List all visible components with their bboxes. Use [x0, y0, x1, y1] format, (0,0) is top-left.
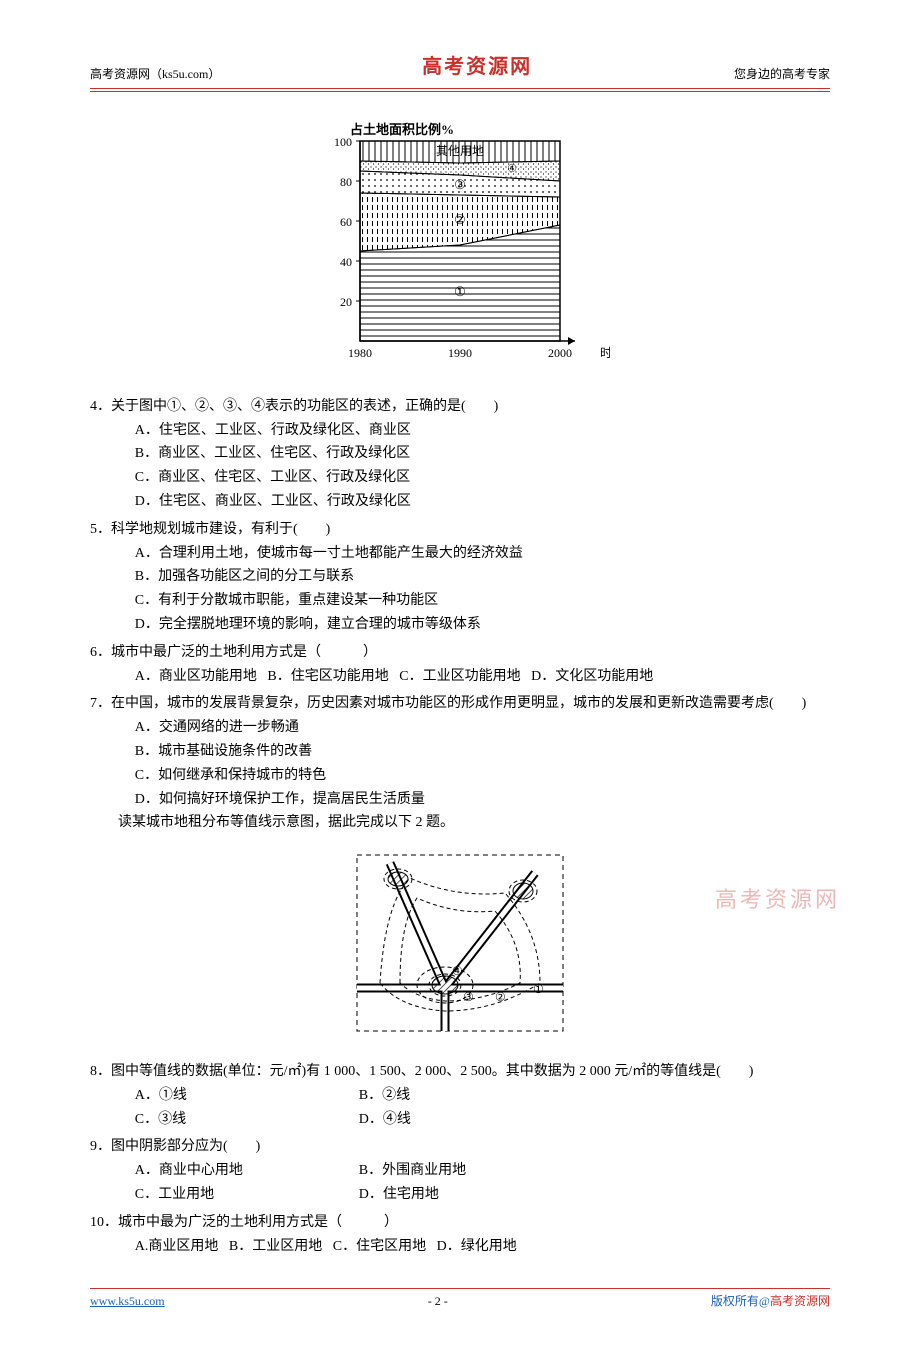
q7-opt-b[interactable]: B．城市基础设施条件的改善	[135, 740, 830, 764]
q10-opt-d[interactable]: D．绿化用地	[437, 1239, 517, 1254]
svg-text:40: 40	[340, 255, 352, 269]
q9-opt-c[interactable]: C．工业用地	[135, 1183, 359, 1207]
chart-title: 占土地面积比例%	[350, 122, 454, 137]
q6-opt-b[interactable]: B．住宅区功能用地	[267, 669, 388, 684]
passage-2: 读某城市地租分布等值线示意图，据此完成以下 2 题。	[90, 811, 830, 835]
q8-opt-a[interactable]: A．①线	[135, 1084, 359, 1108]
q10-opt-b[interactable]: B．工业区用地	[229, 1239, 322, 1254]
rent-contour-diagram: 高考资源网	[90, 843, 830, 1052]
q5-opt-b[interactable]: B．加强各功能区之间的分工与联系	[135, 565, 830, 589]
header-rule	[90, 88, 830, 92]
question-9: 9．图中阴影部分应为( ) A．商业中心用地B．外围商业用地 C．工业用地D．住…	[90, 1135, 830, 1206]
q4-opt-d[interactable]: D．住宅区、商业区、工业区、行政及绿化区	[135, 490, 830, 514]
q10-stem: 10．城市中最为广泛的土地利用方式是（ ）	[90, 1211, 830, 1235]
q8-opt-b[interactable]: B．②线	[359, 1084, 410, 1108]
svg-text:④: ④	[507, 163, 517, 175]
question-7: 7．在中国，城市的发展背景复杂，历史因素对城市功能区的形成作用更明显，城市的发展…	[90, 692, 830, 811]
q5-opt-c[interactable]: C．有利于分散城市职能，重点建设某一种功能区	[135, 589, 830, 613]
header-right: 您身边的高考专家	[734, 64, 830, 84]
svg-text:60: 60	[340, 215, 352, 229]
svg-text:1980: 1980	[348, 346, 372, 360]
q9-opt-b[interactable]: B．外围商业用地	[359, 1159, 466, 1183]
svg-text:20: 20	[340, 295, 352, 309]
svg-text:①: ①	[533, 982, 544, 996]
q8-opt-d[interactable]: D．④线	[359, 1108, 411, 1132]
question-5: 5．科学地规划城市建设，有利于( ) A．合理利用土地，使城市每一寸土地都能产生…	[90, 518, 830, 637]
q7-opt-a[interactable]: A．交通网络的进一步畅通	[135, 716, 830, 740]
q10-opt-a[interactable]: A.商业区用地	[135, 1239, 219, 1254]
q8-opt-c[interactable]: C．③线	[135, 1108, 359, 1132]
svg-text:②: ②	[495, 990, 506, 1004]
q6-stem: 6．城市中最广泛的土地利用方式是（ ）	[90, 641, 830, 665]
land-use-chart: 占土地面积比例% 100 80 60 40 20 1980 1990 2000 …	[90, 116, 830, 385]
svg-text:③: ③	[463, 990, 474, 1004]
q5-stem: 5．科学地规划城市建设，有利于( )	[90, 518, 830, 542]
header-left: 高考资源网（ks5u.com）	[90, 64, 220, 84]
svg-text:其他用地: 其他用地	[436, 144, 484, 158]
q5-opt-d[interactable]: D．完全摆脱地理环境的影响，建立合理的城市等级体系	[135, 613, 830, 637]
question-6: 6．城市中最广泛的土地利用方式是（ ） A．商业区功能用地 B．住宅区功能用地 …	[90, 641, 830, 689]
q6-opt-a[interactable]: A．商业区功能用地	[135, 669, 257, 684]
question-8: 8．图中等值线的数据(单位：元/㎡)有 1 000、1 500、2 000、2 …	[90, 1060, 830, 1131]
q4-opt-b[interactable]: B．商业区、工业区、住宅区、行政及绿化区	[135, 442, 830, 466]
q7-opt-c[interactable]: C．如何继承和保持城市的特色	[135, 764, 830, 788]
svg-text:③: ③	[454, 177, 466, 192]
q6-opt-d[interactable]: D．文化区功能用地	[531, 669, 653, 684]
q7-stem: 7．在中国，城市的发展背景复杂，历史因素对城市功能区的形成作用更明显，城市的发展…	[90, 692, 830, 716]
svg-text:80: 80	[340, 175, 352, 189]
q6-opt-c[interactable]: C．工业区功能用地	[399, 669, 520, 684]
svg-text:100: 100	[334, 135, 352, 149]
q5-opt-a[interactable]: A．合理利用土地，使城市每一寸土地都能产生最大的经济效益	[135, 542, 830, 566]
q9-opt-d[interactable]: D．住宅用地	[359, 1183, 439, 1207]
question-4: 4．关于图中①、②、③、④表示的功能区的表述，正确的是( ) A．住宅区、工业区…	[90, 395, 830, 514]
watermark: 高考资源网	[715, 881, 840, 918]
q4-stem: 4．关于图中①、②、③、④表示的功能区的表述，正确的是( )	[90, 395, 830, 419]
q9-stem: 9．图中阴影部分应为( )	[90, 1135, 830, 1159]
q7-opt-d[interactable]: D．如何搞好环境保护工作，提高居民生活质量	[135, 788, 830, 812]
header-title: 高考资源网	[422, 50, 532, 84]
svg-text:1990: 1990	[448, 346, 472, 360]
svg-text:①: ①	[454, 284, 466, 299]
svg-text:④: ④	[452, 964, 463, 978]
svg-text:时间(年): 时间(年)	[600, 346, 610, 360]
svg-text:②: ②	[454, 212, 466, 227]
q10-opt-c[interactable]: C．住宅区用地	[333, 1239, 426, 1254]
q4-opt-c[interactable]: C．商业区、住宅区、工业区、行政及绿化区	[135, 466, 830, 490]
q9-opt-a[interactable]: A．商业中心用地	[135, 1159, 359, 1183]
q4-opt-a[interactable]: A．住宅区、工业区、行政及绿化区、商业区	[135, 419, 830, 443]
svg-text:2000: 2000	[548, 346, 572, 360]
q8-stem: 8．图中等值线的数据(单位：元/㎡)有 1 000、1 500、2 000、2 …	[90, 1060, 830, 1084]
question-10: 10．城市中最为广泛的土地利用方式是（ ） A.商业区用地 B．工业区用地 C．…	[90, 1211, 830, 1259]
